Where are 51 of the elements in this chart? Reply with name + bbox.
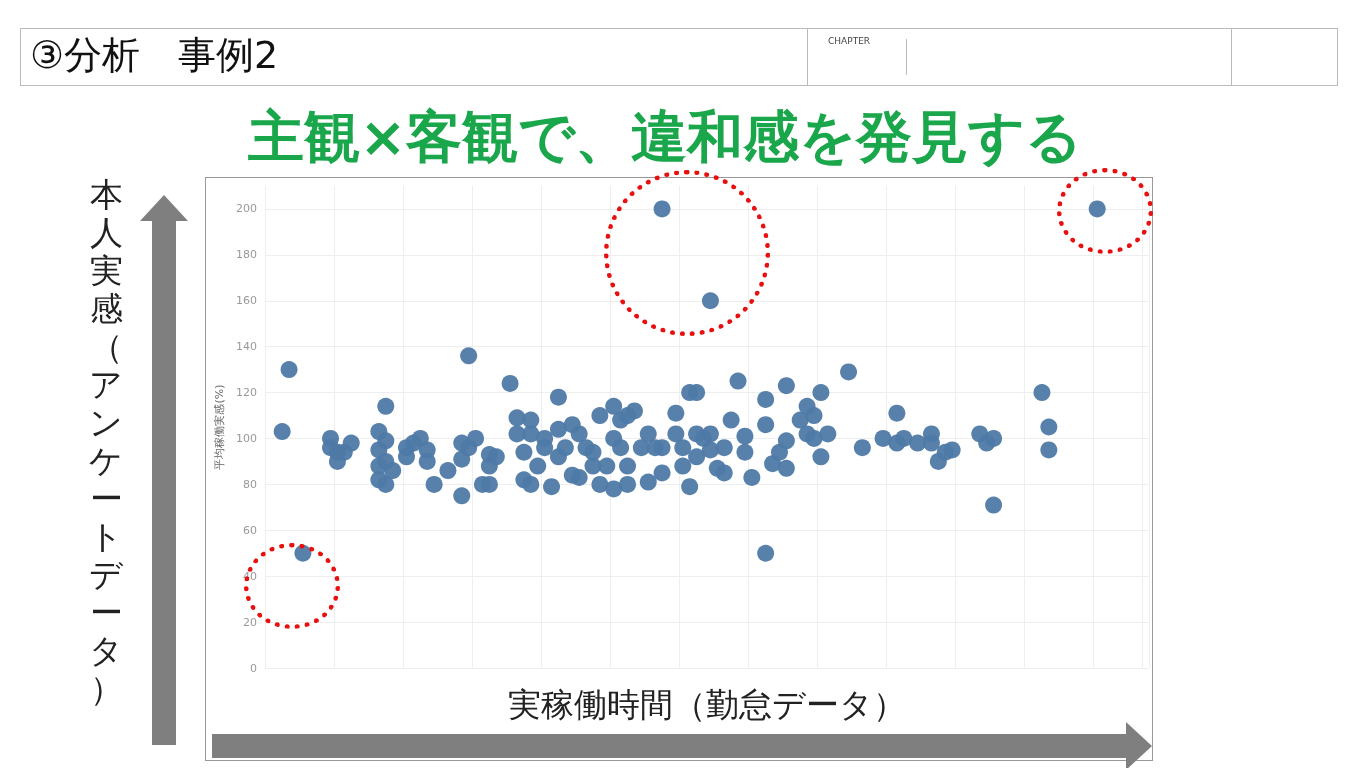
- y-tick-label: 180: [235, 248, 257, 262]
- y-tick-label: 20: [242, 615, 257, 629]
- y-tick-label: 100: [235, 431, 257, 445]
- point: [681, 478, 699, 496]
- point: [322, 429, 340, 447]
- point: [736, 427, 754, 445]
- point: [777, 432, 795, 450]
- point: [612, 439, 630, 457]
- y-tick-label: 120: [235, 386, 257, 400]
- point: [701, 441, 719, 459]
- text: CHAPTER: [828, 36, 871, 46]
- point: [370, 471, 388, 489]
- point: [688, 425, 706, 443]
- text: 本人実感（アンケートデータ）: [89, 175, 123, 708]
- text: ③分析 事例2: [30, 32, 279, 79]
- point: [757, 544, 775, 562]
- point: [508, 425, 526, 443]
- point: [812, 384, 830, 402]
- point: [522, 475, 540, 493]
- point: [549, 420, 567, 438]
- point: [619, 457, 637, 475]
- point: [605, 480, 623, 498]
- y-tick-label: 0: [249, 661, 257, 675]
- point: [480, 446, 498, 464]
- point: [701, 425, 719, 443]
- point: [777, 459, 795, 477]
- point: [570, 469, 588, 486]
- point: [639, 473, 657, 491]
- point: [591, 475, 609, 493]
- point: [605, 397, 623, 415]
- point: [453, 434, 471, 452]
- point: [377, 452, 395, 470]
- point: [522, 411, 540, 429]
- point: [757, 416, 775, 434]
- y-tick-label: 60: [242, 523, 257, 537]
- point: [688, 448, 706, 466]
- point: [453, 487, 471, 505]
- y-tick-label: 80: [242, 477, 257, 491]
- y-tick-label: 160: [235, 294, 257, 308]
- point: [985, 496, 1003, 514]
- point: [667, 425, 685, 443]
- point: [398, 448, 415, 466]
- y-tick-label: 200: [235, 202, 257, 216]
- point: [674, 457, 692, 475]
- chart-title: 主観×客観で、違和感を発見する: [246, 103, 1084, 171]
- y-tick-label: 140: [235, 340, 257, 354]
- y-axis-title: 平均稼働実感(%): [213, 384, 226, 470]
- point: [1040, 441, 1058, 459]
- point: [653, 200, 671, 218]
- x-axis-title: 実稼働時間（勤怠データ）: [507, 685, 906, 724]
- point: [798, 397, 816, 415]
